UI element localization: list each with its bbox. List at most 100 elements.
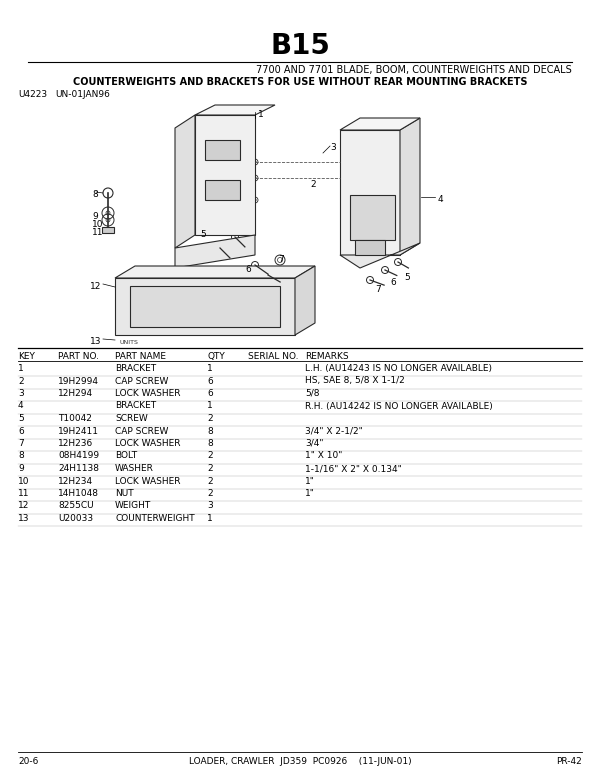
Text: 3: 3 (18, 389, 24, 398)
Text: LOADER, CRAWLER  JD359  PC0926    (11-JUN-01): LOADER, CRAWLER JD359 PC0926 (11-JUN-01) (188, 757, 412, 766)
Text: 10: 10 (18, 476, 29, 486)
Text: 4: 4 (18, 401, 23, 411)
Text: L.H. (AU14243 IS NO LONGER AVAILABLE): L.H. (AU14243 IS NO LONGER AVAILABLE) (305, 364, 492, 373)
Circle shape (254, 161, 256, 163)
Text: 1: 1 (207, 514, 213, 523)
Text: 7: 7 (18, 439, 24, 448)
Text: 4: 4 (438, 195, 443, 204)
Text: 1": 1" (305, 476, 315, 486)
Text: 1" X 10": 1" X 10" (305, 452, 343, 460)
Text: B15: B15 (270, 32, 330, 60)
Text: 1: 1 (258, 110, 264, 119)
Text: LOCK WASHER: LOCK WASHER (115, 439, 181, 448)
Polygon shape (195, 115, 255, 235)
Text: 1: 1 (18, 364, 24, 373)
Text: 6: 6 (207, 376, 213, 386)
Text: 6: 6 (245, 265, 251, 274)
Text: SERIAL NO.: SERIAL NO. (248, 352, 299, 361)
Text: 8: 8 (207, 439, 213, 448)
Polygon shape (195, 105, 275, 115)
Text: 5: 5 (18, 414, 24, 423)
Polygon shape (355, 240, 385, 255)
Text: 11: 11 (92, 228, 104, 237)
Text: PR-42: PR-42 (556, 757, 582, 766)
Text: 2: 2 (310, 180, 316, 189)
Text: 9: 9 (92, 212, 98, 221)
Text: 1: 1 (207, 401, 213, 411)
Text: 3: 3 (330, 143, 336, 152)
Text: 1: 1 (207, 364, 213, 373)
Text: COUNTERWEIGHTS AND BRACKETS FOR USE WITHOUT REAR MOUNTING BRACKETS: COUNTERWEIGHTS AND BRACKETS FOR USE WITH… (73, 77, 527, 87)
Text: 20-6: 20-6 (18, 757, 38, 766)
Text: PART NAME: PART NAME (115, 352, 166, 361)
Text: 12: 12 (18, 501, 29, 511)
Text: LOCK WASHER: LOCK WASHER (115, 476, 181, 486)
Text: 7: 7 (278, 255, 284, 264)
Polygon shape (205, 140, 240, 160)
Text: WASHER: WASHER (115, 464, 154, 473)
Polygon shape (350, 195, 395, 240)
Polygon shape (115, 278, 295, 335)
Text: 6: 6 (207, 389, 213, 398)
Text: 3/4" X 2-1/2": 3/4" X 2-1/2" (305, 427, 363, 435)
Text: UN-01JAN96: UN-01JAN96 (55, 90, 110, 99)
Text: 7700 AND 7701 BLADE, BOOM, COUNTERWEIGHTS AND DECALS: 7700 AND 7701 BLADE, BOOM, COUNTERWEIGHT… (256, 65, 572, 75)
Text: HS, SAE 8, 5/8 X 1-1/2: HS, SAE 8, 5/8 X 1-1/2 (305, 376, 405, 386)
Text: T10042: T10042 (58, 414, 92, 423)
Text: BRACKET: BRACKET (115, 401, 156, 411)
Polygon shape (400, 118, 420, 255)
Text: 1-1/16" X 2" X 0.134": 1-1/16" X 2" X 0.134" (305, 464, 402, 473)
Text: 12: 12 (90, 282, 101, 291)
Text: 10: 10 (92, 220, 104, 229)
Polygon shape (205, 180, 240, 200)
Text: 12H294: 12H294 (58, 389, 93, 398)
Circle shape (254, 177, 256, 179)
Text: BRACKET: BRACKET (115, 364, 156, 373)
Text: 2: 2 (207, 489, 212, 498)
Text: 2: 2 (207, 452, 212, 460)
Text: 1": 1" (305, 489, 315, 498)
Text: 3: 3 (207, 501, 213, 511)
Text: 08H4199: 08H4199 (58, 452, 99, 460)
Text: 11: 11 (18, 489, 29, 498)
Text: 6: 6 (18, 427, 24, 435)
Text: CAP SCREW: CAP SCREW (115, 427, 169, 435)
Text: 8: 8 (18, 452, 24, 460)
Polygon shape (340, 118, 420, 130)
Text: NUT: NUT (115, 489, 134, 498)
Text: 9: 9 (18, 464, 24, 473)
Text: 5/8: 5/8 (305, 389, 320, 398)
Text: U20033: U20033 (58, 514, 93, 523)
Text: 2: 2 (207, 476, 212, 486)
Text: 24H1138: 24H1138 (58, 464, 99, 473)
Polygon shape (295, 266, 315, 335)
Text: 19H2411: 19H2411 (58, 427, 99, 435)
Polygon shape (175, 235, 255, 268)
Text: U4223: U4223 (18, 90, 47, 99)
Text: BOLT: BOLT (115, 452, 137, 460)
Text: KEY: KEY (18, 352, 35, 361)
Text: 13: 13 (18, 514, 29, 523)
Text: 5: 5 (200, 230, 206, 239)
Text: PART NO.: PART NO. (58, 352, 99, 361)
Polygon shape (175, 115, 195, 248)
Text: 13: 13 (90, 337, 101, 346)
Circle shape (254, 199, 256, 201)
Polygon shape (340, 130, 400, 255)
Text: 8: 8 (207, 427, 213, 435)
Text: 14H1048: 14H1048 (58, 489, 99, 498)
Text: 6: 6 (390, 278, 396, 287)
Text: QTY: QTY (207, 352, 225, 361)
Text: 2: 2 (18, 376, 23, 386)
Text: UNITS: UNITS (120, 340, 139, 345)
Text: 19H2994: 19H2994 (58, 376, 99, 386)
Text: 7: 7 (375, 285, 381, 294)
Polygon shape (115, 266, 315, 278)
Text: SCREW: SCREW (115, 414, 148, 423)
Text: 12H236: 12H236 (58, 439, 93, 448)
Text: 2: 2 (207, 414, 212, 423)
Text: REMARKS: REMARKS (305, 352, 349, 361)
Text: CAP SCREW: CAP SCREW (115, 376, 169, 386)
Text: 5: 5 (404, 273, 410, 282)
Text: 8: 8 (92, 190, 98, 199)
